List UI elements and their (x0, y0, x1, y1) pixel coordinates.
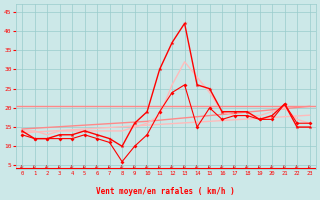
X-axis label: Vent moyen/en rafales ( km/h ): Vent moyen/en rafales ( km/h ) (96, 187, 235, 196)
